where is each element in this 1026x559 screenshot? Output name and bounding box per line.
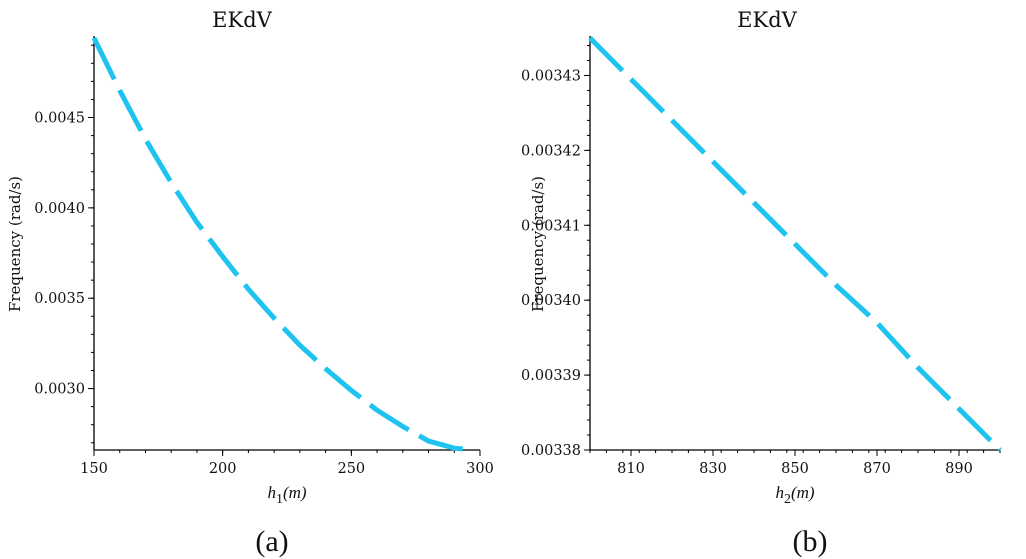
data-line-series-1: [91, 36, 473, 453]
y-tick-label: 0.00341: [521, 218, 581, 234]
chart-title: EKdV: [212, 8, 272, 32]
x-tick-label: 890: [945, 461, 973, 477]
y-tick-label: 0.0040: [34, 201, 85, 217]
y-tick-label: 0.0045: [34, 111, 85, 127]
y-tick-label: 0.0030: [34, 382, 85, 398]
y-tick-label: 0.00338: [521, 443, 581, 459]
x-tick-label: 810: [617, 461, 645, 477]
y-axis-label: Frequency (rad/s): [529, 176, 547, 312]
x-tick-label: 300: [466, 461, 494, 477]
y-axis-label: Frequency (rad/s): [6, 176, 24, 312]
x-tick-label: 200: [209, 461, 237, 477]
chart-title: EKdV: [737, 8, 797, 32]
x-axis-label: h1(m): [267, 483, 306, 507]
x-tick-label: 850: [781, 461, 809, 477]
y-tick-label: 0.0035: [34, 291, 85, 307]
x-tick-label: 250: [337, 461, 365, 477]
x-tick-label: 870: [863, 461, 891, 477]
y-tick-label: 0.00340: [521, 293, 581, 309]
chart-panel-1: EKdV 0.0030 0.0035 0.0040 0.0045 150 200 250 300…: [6, 8, 494, 558]
y-tick-label: 0.00339: [521, 368, 581, 384]
x-axis-label: h2(m): [775, 483, 814, 507]
chart-panel-2: EKdV 0.00338 0.00339 0.00340 0.00341 0.00342 0…: [521, 8, 1002, 558]
x-tick-label: 150: [80, 461, 108, 477]
y-tick-label: 0.00343: [521, 68, 581, 84]
y-tick-label: 0.00342: [521, 143, 581, 159]
panel-label: (a): [255, 525, 288, 558]
data-line-series-1: [588, 36, 1002, 452]
panel-label: (b): [793, 525, 828, 558]
x-tick-label: 830: [699, 461, 727, 477]
